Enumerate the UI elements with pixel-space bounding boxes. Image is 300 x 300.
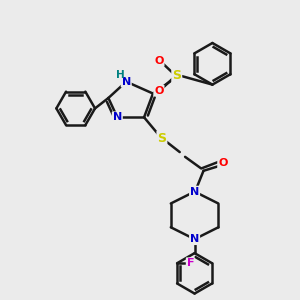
- Text: N: N: [190, 234, 199, 244]
- Text: H: H: [116, 70, 124, 80]
- Text: N: N: [113, 112, 122, 122]
- Text: F: F: [187, 258, 194, 268]
- Text: S: S: [172, 69, 181, 82]
- Text: N: N: [190, 187, 199, 196]
- Text: S: S: [158, 132, 166, 145]
- Text: O: O: [154, 56, 164, 66]
- Text: N: N: [122, 76, 131, 87]
- Text: O: O: [154, 85, 164, 96]
- Text: O: O: [218, 158, 227, 168]
